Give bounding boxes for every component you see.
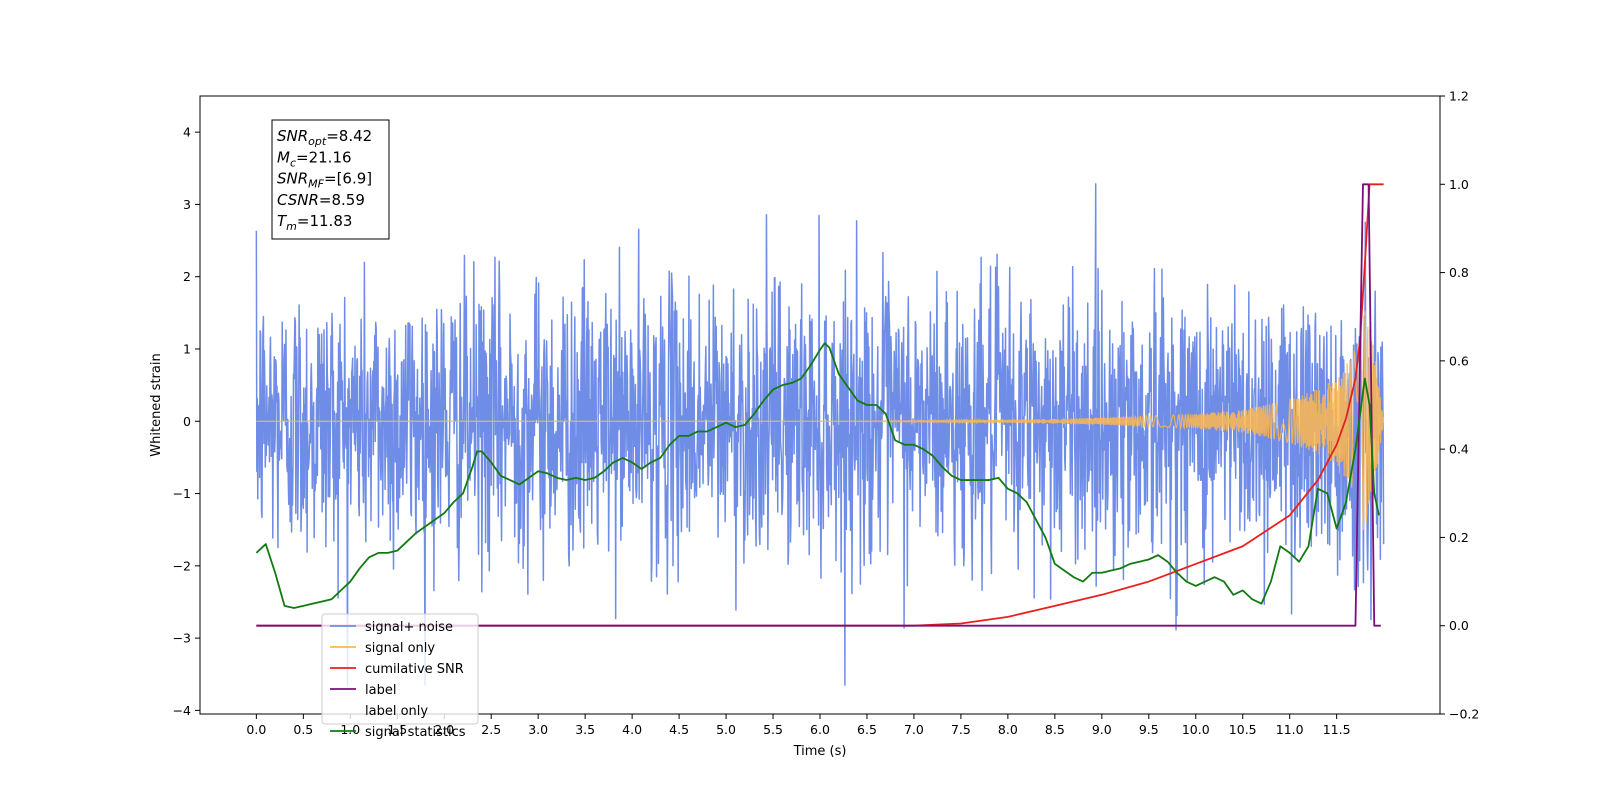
y-right-tick-label: −0.2 <box>1449 707 1479 722</box>
x-tick-label: 1.5 <box>387 722 407 737</box>
x-tick-label: 11.5 <box>1323 722 1351 737</box>
y-left-tick-label: 0 <box>183 414 191 429</box>
annotation-line: CSNR=8.59 <box>277 191 365 209</box>
x-tick-label: 6.0 <box>810 722 830 737</box>
annotation-line: Tm=11.83 <box>277 212 352 233</box>
x-tick-label: 0.0 <box>246 722 266 737</box>
y-axis-left: −4 −3 −2 −1 0 1 2 3 4 <box>173 125 200 718</box>
x-tick-label: 3.5 <box>575 722 595 737</box>
y-left-tick-label: 1 <box>183 341 191 356</box>
x-tick-label: 8.0 <box>998 722 1018 737</box>
x-tick-label: 4.5 <box>669 722 689 737</box>
y-left-tick-label: −3 <box>173 631 191 646</box>
annotation-box-frame <box>271 119 390 240</box>
x-axis-label: Time (s) <box>793 744 847 759</box>
x-tick-label: 5.5 <box>763 722 783 737</box>
plot-area <box>255 183 1385 686</box>
x-tick-label: 8.5 <box>1045 722 1065 737</box>
legend-entry-signal-only: signal only <box>365 641 435 656</box>
x-tick-label: 4.0 <box>622 722 642 737</box>
y-right-tick-label: 0.2 <box>1449 530 1469 545</box>
x-tick-label: 5.0 <box>716 722 736 737</box>
y-right-tick-label: 0.8 <box>1449 265 1469 280</box>
series-signal-statistics-line <box>255 342 1380 609</box>
series-signal-only-line <box>256 311 1385 530</box>
series-signal-noise-line <box>255 183 1385 686</box>
series-label-line <box>256 183 1381 627</box>
x-tick-label: 2.0 <box>434 722 454 737</box>
legend-frame <box>321 613 479 725</box>
annotation-line: SNRopt=8.42 <box>277 127 372 148</box>
legend-entry-label-only: label only <box>365 704 428 719</box>
x-tick-label: 7.0 <box>904 722 924 737</box>
x-tick-label: 10.5 <box>1229 722 1257 737</box>
x-tick-label: 3.0 <box>528 722 548 737</box>
annotation-line: SNRMF=[6.9] <box>277 170 372 191</box>
legend-entry-label: label <box>365 683 396 698</box>
y-left-tick-label: 3 <box>183 197 191 212</box>
y-right-tick-label: 1.0 <box>1449 177 1469 192</box>
x-tick-label: 0.5 <box>293 722 313 737</box>
y-left-tick-label: 2 <box>183 269 191 284</box>
annotation-line: Mc=21.16 <box>277 148 352 169</box>
x-tick-label: 11.0 <box>1276 722 1304 737</box>
x-axis: 0.0 0.5 1.0 1.5 2.0 2.5 3.0 3.5 4.0 4.5 5.0 5.5 6.0 6… <box>246 714 1351 737</box>
y-right-tick-label: 1.2 <box>1449 89 1469 104</box>
y-axis-right: −0.2 0.0 0.2 0.4 0.6 0.8 1.0 1.2 <box>1440 89 1479 722</box>
x-tick-label: 2.5 <box>481 722 501 737</box>
y-right-tick-label: 0.4 <box>1449 442 1469 457</box>
y-left-tick-label: −4 <box>173 703 191 718</box>
y-left-tick-label: −1 <box>173 486 191 501</box>
y-axis-label: Whitened strain <box>149 353 164 456</box>
legend-entry-signal-statistics: signal statistics <box>365 725 466 740</box>
x-tick-label: 1.0 <box>340 722 360 737</box>
x-tick-label: 10.0 <box>1182 722 1210 737</box>
x-tick-label: 7.5 <box>951 722 971 737</box>
legend-entry-cumilative-snr: cumilative SNR <box>365 662 464 677</box>
y-right-tick-label: 0.6 <box>1449 353 1469 368</box>
y-left-tick-label: −2 <box>173 558 191 573</box>
y-right-tick-label: 0.0 <box>1449 618 1469 633</box>
x-tick-label: 9.5 <box>1139 722 1159 737</box>
y-left-tick-label: 4 <box>183 125 191 140</box>
legend: signal+ noise signal only cumilative SNR la… <box>321 613 479 740</box>
x-tick-label: 6.5 <box>857 722 877 737</box>
series-cumilative-snr-line <box>256 183 1384 627</box>
legend-entry-signal-noise: signal+ noise <box>365 620 453 635</box>
x-tick-label: 9.0 <box>1092 722 1112 737</box>
